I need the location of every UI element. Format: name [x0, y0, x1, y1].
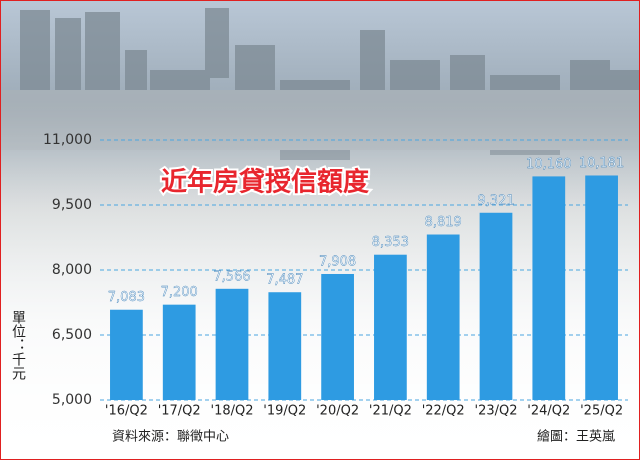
bar — [321, 273, 354, 400]
x-tick-label: '23/Q2 — [475, 404, 518, 419]
source-note: 資料來源：聯徵中心 — [112, 430, 229, 445]
value-label: 7,566 — [213, 269, 250, 284]
value-label: 7,487 — [266, 273, 303, 288]
y-tick-label: 9,500 — [52, 197, 92, 213]
x-tick-label: '20/Q2 — [316, 404, 359, 419]
y-tick-label: 11,000 — [43, 132, 92, 148]
x-tick-label: '17/Q2 — [158, 404, 201, 419]
bar — [110, 309, 143, 400]
value-label: 7,200 — [161, 285, 198, 300]
credit-note: 繪圖：王英嵐 — [537, 429, 615, 445]
value-label: 8,819 — [425, 215, 462, 230]
x-tick-label: '22/Q2 — [422, 404, 465, 419]
bar — [162, 304, 196, 400]
x-tick-label: '21/Q2 — [369, 404, 412, 419]
chart-title: 近年房貸授信額度 — [161, 167, 369, 198]
x-tick-label: '16/Q2 — [105, 404, 148, 419]
y-axis-label: 單位：千元 — [10, 310, 26, 381]
value-label: 9,321 — [477, 193, 514, 208]
bar — [585, 175, 618, 400]
value-label: 8,353 — [372, 235, 409, 250]
y-tick-label: 8,000 — [52, 262, 92, 278]
bar — [215, 288, 249, 400]
value-label: 7,908 — [319, 254, 356, 269]
bar — [532, 176, 566, 400]
bar — [479, 212, 513, 400]
bar — [374, 254, 407, 400]
y-tick-label: 6,500 — [52, 327, 92, 343]
value-label: 7,083 — [108, 290, 145, 305]
y-tick-label: 5,000 — [52, 392, 92, 408]
bar — [426, 234, 460, 400]
x-tick-label: '24/Q2 — [527, 404, 570, 419]
x-tick-label: '18/Q2 — [211, 404, 254, 419]
bar — [268, 292, 302, 400]
x-tick-label: '19/Q2 — [263, 404, 306, 419]
value-label: 10,160 — [526, 157, 572, 172]
value-label: 10,181 — [579, 156, 625, 171]
x-tick-label: '25/Q2 — [580, 404, 623, 419]
